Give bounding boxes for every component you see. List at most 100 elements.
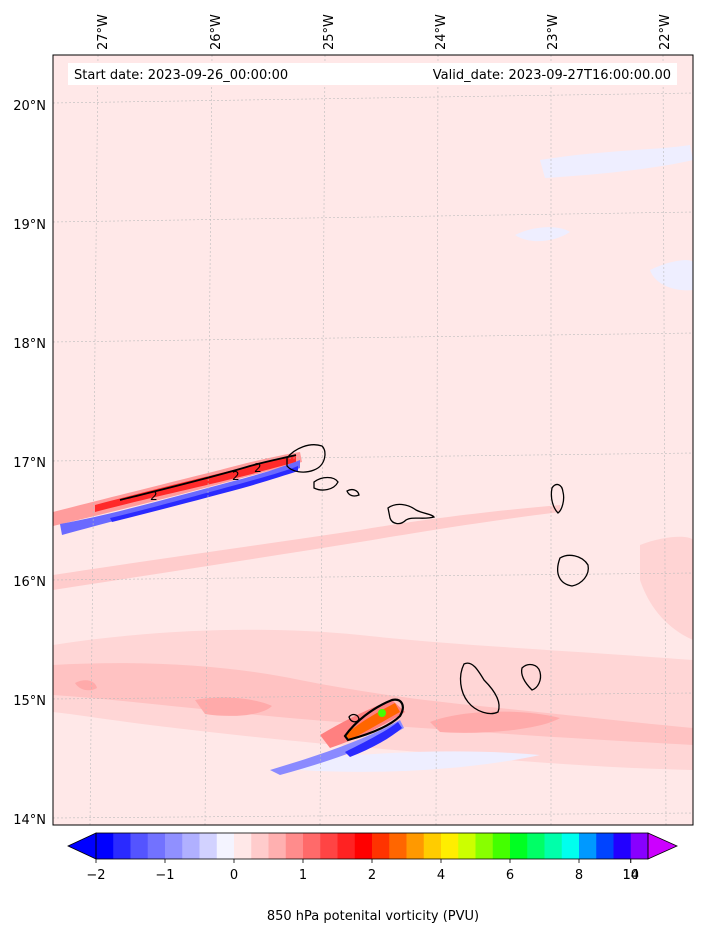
pv-band-east-light xyxy=(640,536,693,640)
pv-contour-2-north xyxy=(119,454,297,501)
pv-filament-south-blue-core xyxy=(345,722,402,757)
colorbar-extend-high xyxy=(647,832,678,860)
colorbar-cell xyxy=(337,833,356,859)
colorbar-cell xyxy=(492,833,511,859)
graticule xyxy=(53,55,693,825)
colorbar-tick-label: −2 xyxy=(86,868,105,883)
island-fogo xyxy=(348,713,360,723)
lat-tick-labels: 20°N 19°N 18°N 17°N 16°N 15°N 14°N xyxy=(13,99,46,828)
lat-tick-label: 15°N xyxy=(13,694,46,709)
colorbar-cell xyxy=(303,833,321,859)
colorbar-cell xyxy=(441,833,459,859)
colorbar-cell xyxy=(320,833,338,859)
colorbar-cell xyxy=(475,833,494,859)
colorbar-cell xyxy=(199,833,218,859)
colorbar-cell xyxy=(182,833,200,859)
colorbar-cell xyxy=(406,833,425,859)
colorbar-cell xyxy=(372,833,390,859)
lat-tick-label: 20°N xyxy=(13,99,46,114)
colorbar-cell xyxy=(561,833,580,859)
colorbar-cell xyxy=(96,833,114,859)
colorbar-cell xyxy=(596,833,614,859)
start-date-label: Start date: 2023-09-26_00:00:00 xyxy=(74,68,288,83)
contour-label: 2 xyxy=(254,461,262,475)
colorbar-cell xyxy=(630,833,649,859)
pv-negative-patch-ne xyxy=(540,145,693,178)
lat-tick-label: 17°N xyxy=(13,456,46,471)
colorbar-cell xyxy=(285,833,304,859)
pv-filament-north-core xyxy=(95,456,296,512)
lon-tick-label: 26°W xyxy=(209,14,224,50)
colorbar-cell xyxy=(130,833,149,859)
colorbar-cell xyxy=(268,833,287,859)
lat-tick-label: 19°N xyxy=(13,218,46,233)
colorbar-cell xyxy=(544,833,563,859)
lon-tick-label: 25°W xyxy=(322,14,337,50)
colorbar-cell xyxy=(458,833,476,859)
valid-date-label: Valid_date: 2023-09-27T16:00:00.00 xyxy=(433,68,671,83)
colorbar-tick-label: 4 xyxy=(437,868,445,883)
contour-label: 2 xyxy=(232,469,240,483)
colorbar-cell xyxy=(147,833,166,859)
colorbar-cell xyxy=(251,833,269,859)
pv-blob-south-a xyxy=(195,697,272,716)
colorbar-title: 850 hPa potenital vorticity (PVU) xyxy=(267,909,479,924)
colorbar-cell xyxy=(216,833,235,859)
colorbar-cell xyxy=(423,833,442,859)
island-sao-vicente xyxy=(313,476,339,491)
colorbar-cell xyxy=(234,833,252,859)
contour-labels: 2 2 2 xyxy=(150,461,262,503)
colorbar-cell xyxy=(113,833,131,859)
colorbar-tick-label: 8 xyxy=(575,868,583,883)
colorbar-tick-label: 10 xyxy=(622,868,639,883)
colorbar-tick-label: 6 xyxy=(506,868,514,883)
lon-tick-label: 23°W xyxy=(546,14,561,50)
lat-tick-label: 18°N xyxy=(13,337,46,352)
island-santo-antao xyxy=(286,444,326,473)
colorbar-cell xyxy=(165,833,183,859)
colorbar-cell xyxy=(613,833,632,859)
lon-tick-label: 22°W xyxy=(658,14,673,50)
pv-negative-patch-n xyxy=(515,227,570,242)
colorbar-tick-label: 0 xyxy=(230,868,238,883)
island-maio xyxy=(520,663,542,691)
lon-tick-label: 24°W xyxy=(434,14,449,50)
pv-filament-south-blue xyxy=(270,720,404,775)
colorbar-cell xyxy=(527,833,545,859)
lon-tick-labels: 27°W 26°W 25°W 24°W 23°W 22°W xyxy=(96,14,673,50)
island-santiago xyxy=(459,662,500,715)
lat-tick-label: 16°N xyxy=(13,575,46,590)
colorbar-cell xyxy=(510,833,528,859)
island-sao-nicolau xyxy=(387,503,436,525)
colorbar-tick-label: 2 xyxy=(368,868,376,883)
lon-tick-label: 27°W xyxy=(96,14,111,50)
island-santa-luzia xyxy=(346,488,360,497)
pv-filament-north-blue-core xyxy=(110,466,298,522)
pv-contour-2-south xyxy=(343,698,404,742)
colorbar-tick-label: −1 xyxy=(155,868,174,883)
colorbar-cell xyxy=(389,833,407,859)
pv-band-north-trail xyxy=(53,505,560,590)
colorbar-tick-label: 14 xyxy=(622,868,639,883)
date-banner xyxy=(68,63,677,85)
colorbar-cells xyxy=(96,833,649,859)
colorbar-cell xyxy=(354,833,373,859)
pv-maximum-marker xyxy=(378,709,386,717)
contour-label: 2 xyxy=(150,489,158,503)
coastlines xyxy=(119,444,589,742)
pv-blob-south-c xyxy=(430,711,560,733)
pv-negative-patch-e xyxy=(650,260,693,291)
colorbar-extend-low xyxy=(67,832,97,860)
colorbar-tick-label: 1 xyxy=(299,868,307,883)
map-frame xyxy=(52,54,694,826)
pv-filament-south-orange xyxy=(345,703,400,740)
colorbar-cell xyxy=(579,833,597,859)
map-axes: 2 2 2 Start date: 2023-09-26_00:00:00 Va… xyxy=(52,54,694,826)
pv-negative-patch-s xyxy=(300,751,540,772)
island-sal xyxy=(550,483,565,514)
island-boa-vista xyxy=(557,554,589,587)
lat-tick-label: 14°N xyxy=(13,813,46,828)
